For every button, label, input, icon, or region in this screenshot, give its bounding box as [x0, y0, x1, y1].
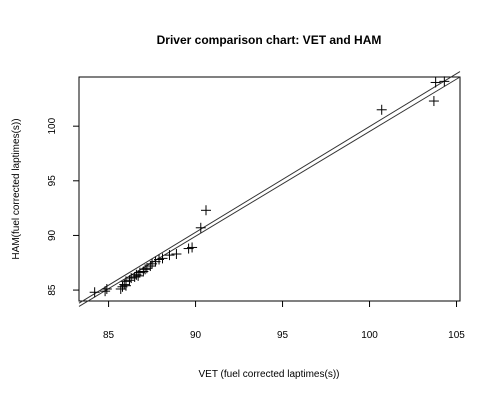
x-tick-label: 95 — [277, 330, 289, 341]
y-axis: 85 90 95 100 — [47, 117, 79, 296]
y-tick-label: 85 — [47, 284, 58, 296]
y-tick-label: 100 — [47, 117, 58, 134]
data-point — [428, 96, 439, 107]
data-points — [89, 76, 450, 298]
x-tick-label: 90 — [190, 330, 202, 341]
data-point — [100, 286, 111, 297]
data-point — [439, 76, 450, 87]
data-point — [171, 249, 182, 260]
data-point — [376, 104, 387, 115]
data-point — [187, 242, 198, 253]
data-point — [157, 253, 168, 264]
reference-line-1 — [78, 71, 461, 304]
chart-title: Driver comparison chart: VET and HAM — [157, 33, 382, 47]
data-point — [430, 77, 441, 88]
x-tick-label: 85 — [103, 330, 115, 341]
y-axis-label: HAM(fuel corrected laptimes(s)) — [11, 118, 22, 259]
x-tick-label: 105 — [448, 330, 465, 341]
data-point — [89, 287, 100, 298]
data-point — [145, 261, 156, 272]
y-tick-label: 95 — [47, 175, 58, 187]
data-point — [201, 205, 211, 216]
plot-frame — [78, 76, 461, 302]
data-point — [164, 250, 175, 261]
data-point — [140, 264, 151, 275]
x-axis-label: VET (fuel corrected laptimes(s)) — [199, 369, 340, 380]
data-point — [195, 222, 206, 233]
y-tick-label: 90 — [47, 229, 58, 241]
data-point — [124, 275, 135, 286]
x-tick-label: 100 — [361, 330, 378, 341]
data-point — [101, 283, 112, 294]
x-axis: 85 90 95 100 105 — [103, 301, 465, 341]
